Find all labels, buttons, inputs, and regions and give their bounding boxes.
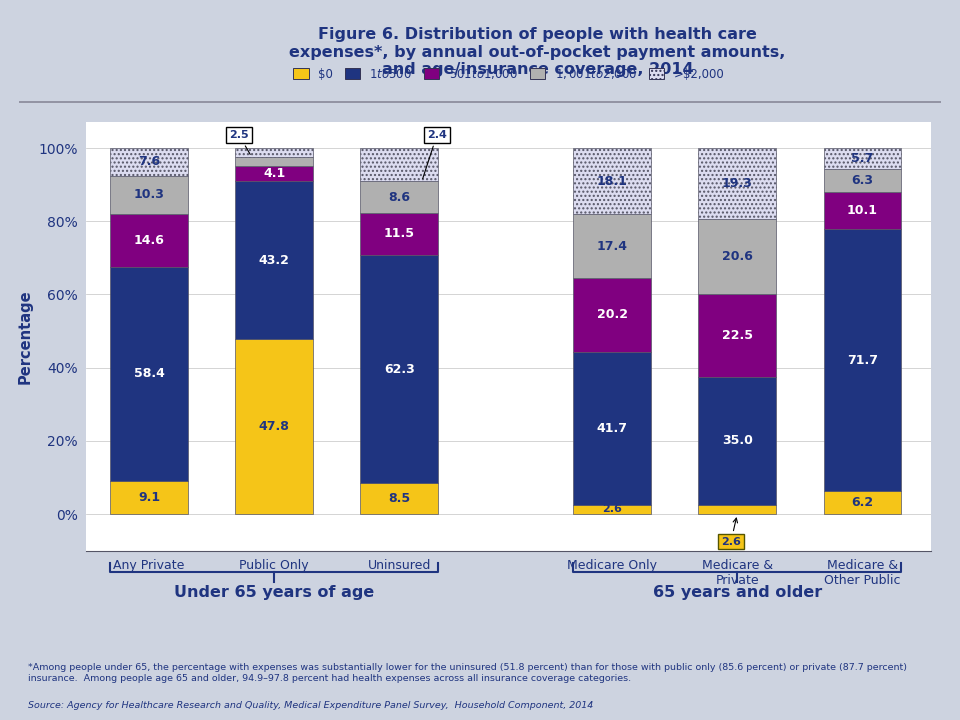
Text: 6.2: 6.2 xyxy=(852,496,874,509)
Bar xyxy=(699,377,776,505)
Text: 2.5: 2.5 xyxy=(229,130,251,154)
Bar xyxy=(699,148,776,219)
Text: 22.5: 22.5 xyxy=(722,329,753,342)
Legend: $0, $1 to $500, $501 to $1,000, $1,001 to $2,000, >$2,000: $0, $1 to $500, $501 to $1,000, $1,001 t… xyxy=(289,62,729,86)
Text: 11.5: 11.5 xyxy=(384,228,415,240)
Bar xyxy=(824,229,901,492)
Text: 2.4: 2.4 xyxy=(422,130,446,179)
Text: *Among people under 65, the percentage with expenses was substantially lower for: *Among people under 65, the percentage w… xyxy=(29,664,910,683)
Text: 17.4: 17.4 xyxy=(596,240,628,253)
Bar xyxy=(699,219,776,294)
Text: 41.7: 41.7 xyxy=(596,422,628,435)
Text: 19.3: 19.3 xyxy=(722,177,753,190)
Bar xyxy=(361,213,438,255)
Bar xyxy=(573,505,651,514)
Text: 14.6: 14.6 xyxy=(133,234,164,247)
Text: 43.2: 43.2 xyxy=(258,253,290,266)
Text: Figure 6. Distribution of people with health care
expenses*, by annual out-of-po: Figure 6. Distribution of people with he… xyxy=(289,27,786,77)
Text: 20.6: 20.6 xyxy=(722,250,753,263)
Text: 10.3: 10.3 xyxy=(133,188,164,201)
Text: 2.6: 2.6 xyxy=(602,505,622,514)
Text: Under 65 years of age: Under 65 years of age xyxy=(174,585,374,600)
Bar xyxy=(573,215,651,278)
Text: 62.3: 62.3 xyxy=(384,362,415,376)
Bar xyxy=(110,148,188,176)
Bar xyxy=(824,148,901,169)
Bar xyxy=(361,483,438,514)
Bar xyxy=(824,169,901,192)
Bar xyxy=(235,339,313,514)
Bar xyxy=(361,255,438,483)
Text: 35.0: 35.0 xyxy=(722,434,753,447)
Text: 9.1: 9.1 xyxy=(138,491,160,504)
Text: 71.7: 71.7 xyxy=(847,354,877,366)
Text: 5.7: 5.7 xyxy=(852,152,874,165)
Text: 8.5: 8.5 xyxy=(388,492,410,505)
Text: 4.1: 4.1 xyxy=(263,167,285,180)
Bar xyxy=(110,481,188,514)
Bar xyxy=(235,166,313,181)
Bar xyxy=(235,148,313,157)
Bar xyxy=(573,278,651,352)
Bar xyxy=(235,181,313,339)
Bar xyxy=(235,157,313,166)
Bar xyxy=(573,148,651,215)
Text: 65 years and older: 65 years and older xyxy=(653,585,822,600)
Bar xyxy=(361,181,438,213)
Text: 58.4: 58.4 xyxy=(133,367,164,380)
Text: 18.1: 18.1 xyxy=(596,175,628,188)
Bar xyxy=(110,267,188,481)
Bar xyxy=(699,505,776,514)
Bar xyxy=(361,148,438,181)
Text: 2.6: 2.6 xyxy=(721,518,741,546)
Bar xyxy=(824,492,901,514)
Text: Source: Agency for Healthcare Research and Quality, Medical Expenditure Panel Su: Source: Agency for Healthcare Research a… xyxy=(29,701,593,710)
Text: 7.6: 7.6 xyxy=(138,156,160,168)
Bar xyxy=(824,192,901,229)
Bar xyxy=(573,352,651,505)
Bar xyxy=(110,176,188,214)
Text: 6.3: 6.3 xyxy=(852,174,874,187)
Text: 8.6: 8.6 xyxy=(388,191,410,204)
Text: 10.1: 10.1 xyxy=(847,204,877,217)
Bar xyxy=(699,294,776,377)
Text: 47.8: 47.8 xyxy=(258,420,290,433)
Bar xyxy=(110,214,188,267)
Y-axis label: Percentage: Percentage xyxy=(18,289,33,384)
Text: 20.2: 20.2 xyxy=(596,308,628,322)
